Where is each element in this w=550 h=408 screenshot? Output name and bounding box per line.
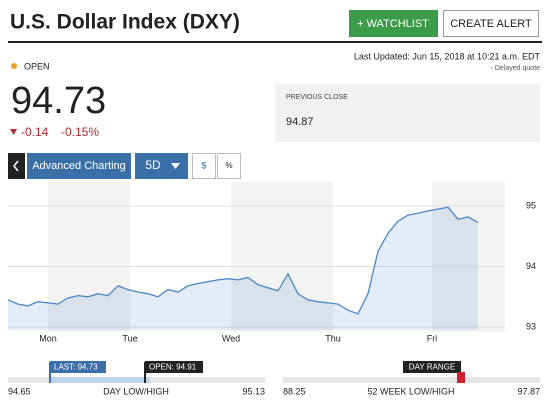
day-band [48, 182, 130, 332]
week-label: 52 WEEK LOW/HIGH [367, 386, 454, 396]
day-label: DAY LOW/HIGH [103, 386, 169, 396]
prev-close-label: PREVIOUS CLOSE [286, 94, 348, 101]
x-tick-label: Mon [39, 333, 57, 343]
week-low: 88.25 [283, 386, 306, 396]
week-high: 97.87 [517, 386, 540, 396]
status: OPEN [24, 61, 50, 71]
dollar-label[interactable]: $ [201, 160, 206, 170]
day-band [231, 182, 333, 332]
area [8, 207, 478, 330]
change-pct: -0.15% [61, 125, 99, 139]
ranges: LAST: 94.73 OPEN: 94.91 94.65 DAY LOW/HI… [8, 361, 540, 396]
price: 94.73 [11, 80, 106, 122]
watchlist-label[interactable]: + WATCHLIST [357, 18, 429, 30]
day-range-label: DAY RANGE [409, 363, 455, 372]
week-range-track [283, 377, 540, 383]
last-label: LAST: 94.73 [54, 363, 98, 372]
x-tick-label: Fri [427, 333, 438, 343]
prev-close: 94.87 [286, 116, 314, 128]
chart: 93 94 95 Mon Tue Wed Thu Fri [7, 200, 536, 343]
line [7, 206, 479, 315]
x-tick-label: Tue [122, 333, 137, 343]
advanced-label[interactable]: Advanced Charting [32, 160, 126, 172]
period-label[interactable]: 5D [145, 158, 161, 172]
prev-close-box [275, 84, 540, 142]
percent-button[interactable] [217, 153, 241, 179]
y-tick-label: 95 [526, 200, 536, 210]
day-range-marker [457, 372, 465, 383]
dropdown-icon [171, 163, 180, 169]
percent-label: % [225, 161, 232, 170]
open-flag [145, 361, 203, 373]
day-range-flag [403, 361, 461, 373]
open-label: OPEN: 94.91 [149, 363, 197, 372]
period-button[interactable] [135, 153, 188, 179]
x-tick-label: Wed [222, 333, 240, 343]
last-flag [50, 361, 106, 373]
watchlist-button[interactable] [349, 10, 438, 37]
y-tick-label: 93 [526, 321, 536, 331]
delayed: - Delayed quote [491, 65, 541, 72]
back-icon [13, 160, 19, 172]
advanced-button[interactable] [27, 153, 131, 179]
day-high: 95.13 [242, 386, 265, 396]
alert-label[interactable]: CREATE ALERT [450, 18, 532, 30]
dollar-button[interactable] [192, 153, 216, 179]
open-icon [11, 63, 17, 69]
day-range-fill [50, 377, 150, 383]
last-updated: Last Updated: Jun 15, 2018 at 10:21 a.m.… [354, 51, 541, 61]
x-tick-label: Thu [325, 333, 341, 343]
y-tick-label: 94 [526, 261, 536, 271]
title: U.S. Dollar Index (DXY) [10, 11, 240, 34]
day-band [432, 182, 505, 332]
alert-button[interactable] [443, 10, 539, 37]
day-low: 94.65 [8, 386, 31, 396]
change: -0.14 [21, 125, 49, 139]
back-button[interactable] [8, 153, 25, 179]
down-arrow [10, 129, 17, 135]
